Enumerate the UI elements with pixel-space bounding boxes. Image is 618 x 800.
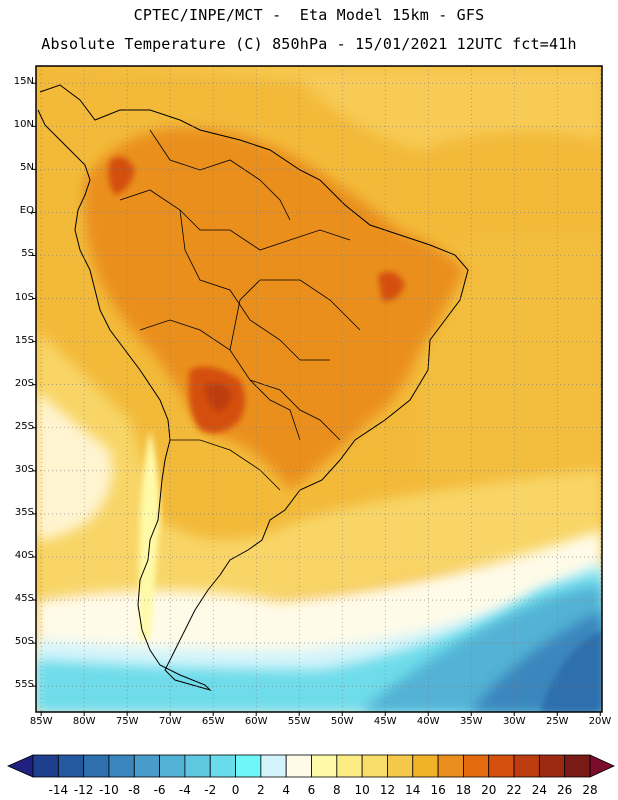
lat-label: 55S [14,679,34,691]
colorbar-label: 10 [354,783,370,797]
colorbar-swatch [538,754,566,778]
colorbar-swatch [437,754,464,778]
coastline [37,84,469,692]
lat-label: EQ [19,205,34,217]
colorbar-label: -12 [73,783,94,797]
lat-label: 20S [14,377,34,389]
field-continent-warm [84,128,465,490]
colorbar-label: 6 [307,783,316,797]
colorbar-label: -10 [99,783,119,797]
field-atlantic [420,234,602,485]
colorbar-swatch [209,754,236,778]
lat-label: 15N [13,76,34,88]
colorbar-swatch [412,754,439,778]
lat-label: 40S [14,549,34,561]
colorbar-label: -6 [153,783,166,797]
colorbar-swatch [32,754,59,778]
lat-label: 35S [14,506,34,518]
colorbar-label: 14 [405,783,421,797]
colorbar-label: 16 [430,783,446,797]
lon-label: 75W [115,716,139,727]
field-north-band [36,66,602,150]
colorbar-swatch [260,754,287,778]
colorbar-label: -8 [128,783,141,797]
lon-label: 55W [287,716,311,727]
colorbar-label: 22 [506,783,522,797]
field-chaco-hottest [205,382,232,412]
field-ne-brazil-hot [378,271,405,301]
colorbar-swatch [83,754,110,778]
lon-label: 30W [502,716,526,727]
colorbar-swatch [184,754,211,778]
field-south-deepblue [540,630,602,712]
lon-label: 20W [588,716,612,727]
colorbar-swatch [564,754,591,778]
temperature-field [36,66,602,712]
chart-title-line2: Absolute Temperature (C) 850hPa - 15/01/… [41,35,577,53]
lat-label: 10S [14,291,34,303]
colorbar-label: 26 [557,783,573,797]
axis-ticks [32,82,601,716]
colorbar-label: 24 [531,783,547,797]
field-andes-cool [139,430,160,640]
colorbar-over-arrow [589,754,615,778]
colorbar-label: 20 [481,783,497,797]
lat-label: 25S [14,420,34,432]
colorbar-label: -14 [48,783,69,797]
field-colombia-hot [108,156,135,195]
colorbar-swatch [159,754,186,778]
colorbar-swatch [361,754,388,778]
colorbar-swatch [488,754,515,778]
lon-label: 25W [545,716,569,727]
colorbar-label: 12 [379,783,396,797]
lat-label: 45S [14,593,34,605]
field-subtropical-band [36,330,602,600]
colorbar [7,754,615,778]
lat-label: 10N [13,119,34,131]
colorbar-under-arrow [7,754,34,778]
lat-label: 5S [21,248,34,260]
colorbar-swatch [311,754,338,778]
colorbar-swatch [513,754,540,778]
lon-label: 80W [72,716,96,727]
colorbar-swatch [463,754,490,778]
lon-label: 65W [201,716,225,727]
lat-label: 5N [20,162,34,174]
colorbar-swatch [57,754,85,778]
lon-label: 60W [244,716,268,727]
colorbar-label: 0 [231,783,240,797]
colorbar-label: -2 [204,783,217,797]
field-pacific-pale [36,390,113,540]
colorbar-label: 18 [455,783,472,797]
lon-label: 70W [158,716,182,727]
colorbar-label: 4 [282,783,290,797]
chart-title-line1: CPTEC/INPE/MCT - Eta Model 15km - GFS [133,6,485,24]
colorbar-swatch [133,754,160,778]
lon-label: 50W [330,716,354,727]
lon-label: 85W [29,716,53,727]
colorbar-label: -4 [178,783,191,797]
lat-label: 30S [14,463,34,475]
lon-label: 35W [459,716,483,727]
plot-frame [35,65,603,713]
colorbar-swatch [285,754,312,778]
colorbar-label: 2 [257,783,265,797]
colorbar-swatch [108,754,135,778]
lon-label: 40W [416,716,440,727]
colorbar-swatch [235,754,262,778]
lon-label: 45W [373,716,397,727]
lat-label: 50S [14,636,34,648]
colorbar-swatch [336,754,363,778]
country-borders [119,129,361,491]
colorbar-label: 28 [582,783,598,797]
lat-label: 15S [14,334,34,346]
colorbar-label: 8 [332,783,341,797]
colorbar-swatch [387,754,414,778]
